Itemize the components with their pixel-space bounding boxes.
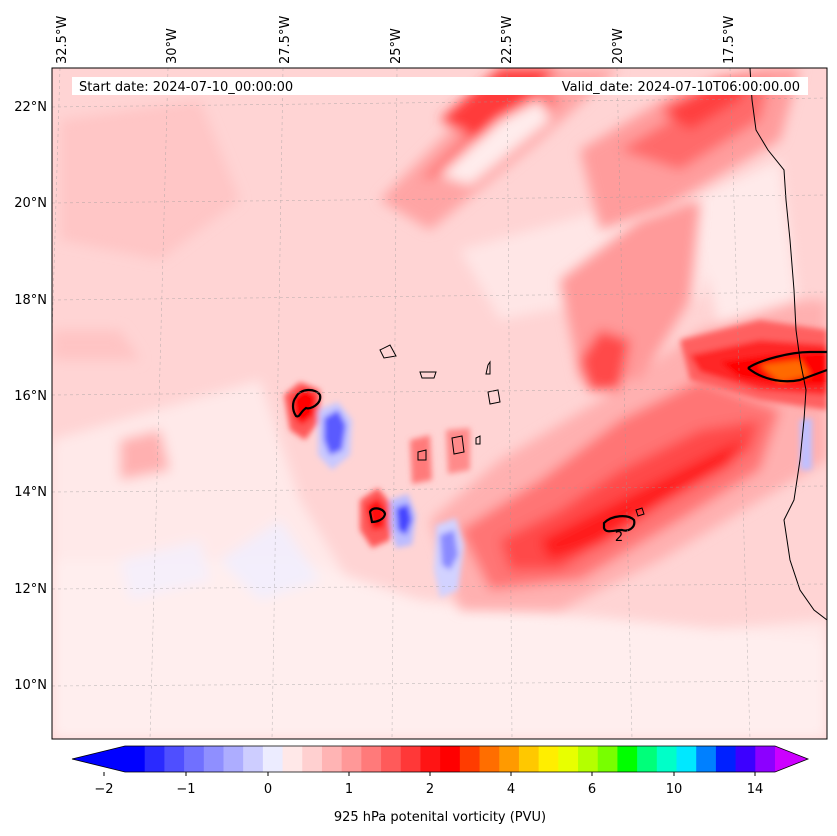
colorbar-segment bbox=[637, 746, 658, 772]
colorbar-segment bbox=[400, 746, 422, 772]
lon-label: 32.5°W bbox=[55, 16, 70, 64]
colorbar-ticks: −2 −1 0 1 2 4 6 10 14 bbox=[94, 782, 763, 797]
lat-label: 10°N bbox=[14, 678, 47, 693]
colorbar-segment bbox=[262, 746, 284, 772]
lon-label: 17.5°W bbox=[722, 16, 737, 64]
vorticity-field bbox=[52, 68, 827, 739]
colorbar-segment bbox=[676, 746, 697, 772]
colorbar bbox=[71, 745, 810, 776]
colorbar-segment bbox=[735, 746, 756, 772]
contour-label: 2 bbox=[615, 530, 623, 545]
colorbar-segment bbox=[321, 746, 343, 772]
colorbar-segment bbox=[538, 746, 559, 772]
colorbar-segment bbox=[282, 746, 303, 772]
lat-label: 16°N bbox=[14, 389, 47, 404]
colorbar-segment bbox=[243, 746, 264, 772]
colorbar-segment bbox=[440, 746, 461, 772]
lon-label: 25°W bbox=[389, 28, 404, 64]
colorbar-segment bbox=[223, 746, 244, 772]
colorbar-segment bbox=[302, 746, 323, 772]
colorbar-segment bbox=[381, 746, 402, 772]
pv-2-contours bbox=[291, 350, 827, 533]
colorbar-segment bbox=[459, 746, 481, 772]
colorbar-tick: 14 bbox=[747, 782, 764, 797]
colorbar-label: 925 hPa potenital vorticity (PVU) bbox=[334, 810, 546, 825]
colorbar-segment bbox=[755, 746, 776, 772]
lat-label: 18°N bbox=[14, 293, 47, 308]
colorbar-tick: 4 bbox=[507, 782, 515, 797]
colorbar-tick: −1 bbox=[176, 782, 195, 797]
latitude-labels: 22°N 20°N 18°N 16°N 14°N 12°N 10°N bbox=[14, 100, 47, 693]
colorbar-segment bbox=[518, 746, 540, 772]
colorbar-segment bbox=[558, 746, 579, 772]
lat-label: 22°N bbox=[14, 100, 47, 115]
colorbar-tick: 1 bbox=[345, 782, 353, 797]
lon-label: 22.5°W bbox=[500, 16, 515, 64]
colorbar-segment bbox=[617, 746, 638, 772]
colorbar-over-extension bbox=[775, 746, 808, 772]
longitude-labels: 32.5°W 30°W 27.5°W 25°W 22.5°W 20°W 17.5… bbox=[55, 16, 737, 64]
colorbar-tick: 2 bbox=[426, 782, 434, 797]
map-frame bbox=[51, 67, 828, 740]
lat-label: 20°N bbox=[14, 196, 47, 211]
colorbar-segment bbox=[597, 746, 619, 772]
colorbar-segment bbox=[341, 746, 362, 772]
colorbar-under-extension bbox=[72, 746, 125, 772]
lat-label: 14°N bbox=[14, 485, 47, 500]
coastline bbox=[379, 68, 827, 621]
colorbar-segment bbox=[420, 746, 441, 772]
colorbar-segment bbox=[656, 746, 678, 772]
valid-date-label: Valid_date: 2024-07-10T06:00:00.00 bbox=[562, 80, 800, 95]
lon-label: 30°W bbox=[165, 28, 180, 64]
colorbar-tick: 0 bbox=[264, 782, 272, 797]
graticule bbox=[52, 68, 827, 739]
colorbar-segment bbox=[696, 746, 717, 772]
colorbar-segment bbox=[499, 746, 520, 772]
colorbar-tick: 10 bbox=[666, 782, 683, 797]
colorbar-outline bbox=[71, 745, 810, 773]
lon-label: 20°W bbox=[611, 28, 626, 64]
colorbar-segment bbox=[144, 746, 165, 772]
colorbar-segment bbox=[164, 746, 185, 772]
lon-label: 27.5°W bbox=[278, 16, 293, 64]
colorbar-segment bbox=[479, 746, 500, 772]
lat-label: 12°N bbox=[14, 582, 47, 597]
colorbar-tick: −2 bbox=[94, 782, 113, 797]
colorbar-segment bbox=[184, 746, 205, 772]
colorbar-segment bbox=[361, 746, 382, 772]
start-date-label: Start date: 2024-07-10_00:00:00 bbox=[79, 80, 293, 95]
colorbar-segment bbox=[578, 746, 599, 772]
header-box bbox=[72, 77, 808, 95]
colorbar-segment bbox=[125, 746, 146, 772]
colorbar-segment bbox=[203, 746, 225, 772]
colorbar-segment bbox=[715, 746, 737, 772]
colorbar-tick: 6 bbox=[588, 782, 596, 797]
